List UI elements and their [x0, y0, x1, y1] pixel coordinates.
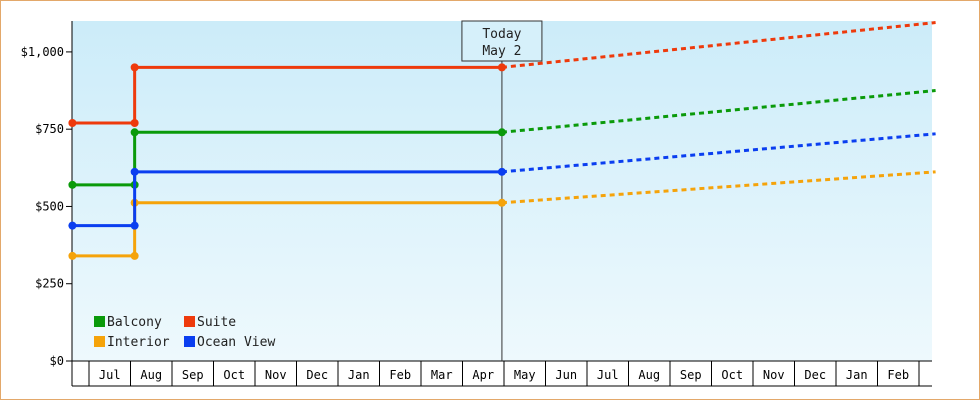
series-layer	[68, 21, 936, 260]
legend-swatch-suite	[184, 316, 195, 327]
y-tick-label-0: $0	[50, 354, 64, 368]
series-balcony	[68, 89, 936, 189]
x-tick-label-5: Dec	[306, 368, 328, 382]
x-tick-label-2: Sep	[182, 368, 204, 382]
x-tick-label-6: Jan	[348, 368, 370, 382]
y-tick-label-3: $750	[35, 122, 64, 136]
y-tick-label-1: $250	[35, 277, 64, 291]
point-ocean-view-before-change	[130, 221, 139, 230]
x-tick-label-17: Dec	[804, 368, 826, 382]
today-box	[461, 20, 543, 62]
series-projection-balcony	[501, 89, 936, 134]
legend-label-balcony: Balcony	[107, 315, 162, 330]
series-ocean-view	[68, 132, 936, 230]
x-tick-label-7: Feb	[389, 368, 411, 382]
series-projection-interior	[501, 170, 936, 205]
legend: Balcony Suite Interior Ocean View	[94, 315, 275, 350]
x-tick-label-0: Jul	[99, 368, 121, 382]
x-tick-label-14: Sep	[680, 368, 702, 382]
series-line-suite	[72, 65, 502, 125]
x-tick-label-1: Aug	[140, 368, 162, 382]
series-projection-suite	[501, 21, 936, 69]
x-tick-label-4: Nov	[265, 368, 287, 382]
x-tick-label-16: Nov	[763, 368, 785, 382]
point-suite-start	[68, 119, 77, 127]
point-suite-today	[497, 63, 506, 72]
series-suite	[68, 21, 936, 127]
legend-label-ocean-view: Ocean View	[197, 335, 275, 350]
today-label-line2: May 2	[482, 44, 521, 59]
series-projection-ocean-view	[501, 132, 936, 174]
x-tick-label-10: May	[514, 368, 536, 382]
point-balcony-today	[497, 128, 506, 137]
legend-label-suite: Suite	[197, 315, 236, 330]
legend-swatch-interior	[94, 336, 105, 347]
legend-swatch-ocean-view	[184, 336, 195, 347]
y-tick-label-2: $500	[35, 199, 64, 213]
series-line-balcony	[72, 130, 502, 187]
x-tick-label-18: Jan	[846, 368, 868, 382]
point-ocean-view-start	[68, 221, 77, 230]
y-tick-label-4: $1,000	[21, 45, 64, 59]
x-tick-label-12: Jul	[597, 368, 619, 382]
point-interior-start	[68, 251, 77, 260]
legend-label-interior: Interior	[107, 335, 170, 350]
point-interior-today	[497, 198, 506, 207]
x-tick-label-3: Oct	[223, 368, 245, 382]
x-tick-label-19: Feb	[887, 368, 909, 382]
point-balcony-start	[68, 180, 77, 189]
legend-swatch-balcony	[94, 316, 105, 327]
y-axis: $0 $250 $500 $750 $1,000	[21, 21, 73, 386]
x-axis: Jul Aug Sep Oct Nov Dec Jan Feb Mar Apr May Jun Jul A…	[72, 360, 932, 387]
point-balcony-after-change	[130, 128, 139, 137]
x-tick-label-13: Aug	[638, 368, 660, 382]
x-tick-label-11: Jun	[555, 368, 577, 382]
point-interior-before-change	[130, 251, 139, 260]
point-ocean-view-today	[497, 167, 506, 176]
point-suite-before-change	[130, 119, 139, 127]
x-tick-label-8: Mar	[431, 368, 453, 382]
series-line-ocean-view	[72, 170, 502, 228]
today-marker: Today May 2	[461, 20, 543, 361]
point-suite-after-change	[130, 63, 139, 72]
x-tick-label-15: Oct	[721, 368, 743, 382]
today-label-line1: Today	[482, 27, 521, 42]
point-ocean-view-after-change	[130, 167, 139, 176]
x-tick-label-9: Apr	[472, 368, 494, 382]
